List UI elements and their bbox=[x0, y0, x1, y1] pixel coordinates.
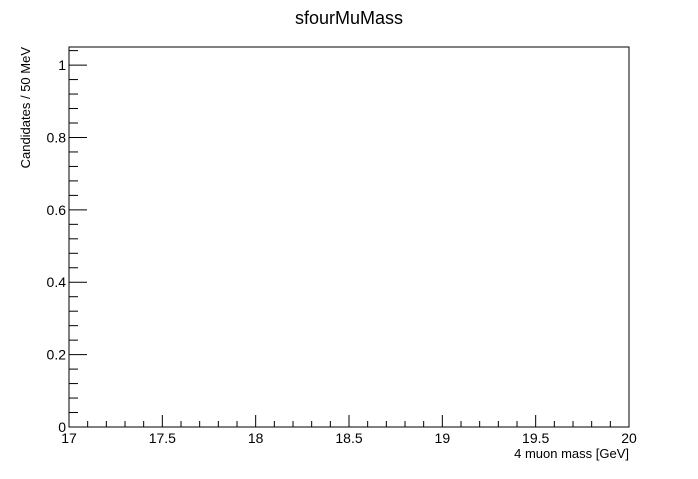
x-tick-label: 18.5 bbox=[335, 430, 362, 446]
plot-frame bbox=[68, 46, 630, 428]
y-tick-label: 0.4 bbox=[47, 274, 67, 290]
chart-title: sfourMuMass bbox=[295, 8, 403, 28]
x-tick-label: 17.5 bbox=[149, 430, 176, 446]
y-tick-label: 0 bbox=[58, 419, 66, 435]
x-tick-label: 19.5 bbox=[522, 430, 549, 446]
y-tick-label: 1 bbox=[58, 57, 66, 73]
x-tick-label: 18 bbox=[248, 430, 264, 446]
y-axis-label: Candidates / 50 MeV bbox=[18, 47, 33, 169]
y-axis: 0 0.2 0.4 0.6 0.8 1 bbox=[47, 50, 87, 435]
y-tick-label: 0.2 bbox=[47, 347, 67, 363]
x-tick-label: 19 bbox=[435, 430, 451, 446]
x-axis-label: 4 muon mass [GeV] bbox=[514, 446, 629, 461]
x-tick-label: 20 bbox=[621, 430, 637, 446]
x-axis: 17 17.5 18 18.5 19 19.5 20 bbox=[61, 415, 637, 446]
y-tick-label: 0.8 bbox=[47, 129, 67, 145]
x-tick-label: 17 bbox=[61, 430, 77, 446]
y-tick-label: 0.6 bbox=[47, 202, 67, 218]
